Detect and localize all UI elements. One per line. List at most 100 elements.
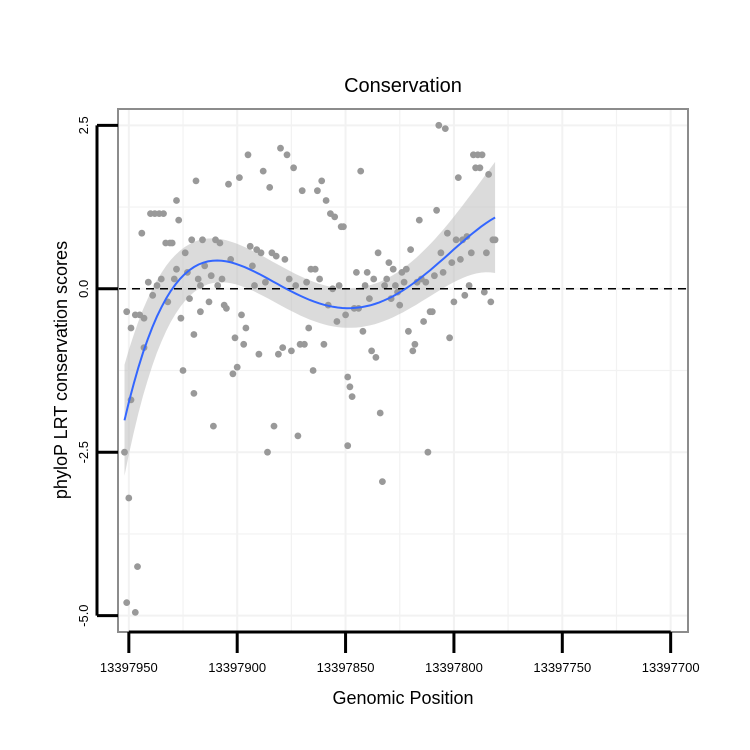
data-point xyxy=(303,278,310,286)
data-point xyxy=(318,177,326,185)
data-point xyxy=(179,367,187,374)
data-point xyxy=(301,340,308,348)
y-tick-label: 0.0 xyxy=(76,280,91,298)
data-point xyxy=(400,278,408,286)
data-point xyxy=(457,256,464,263)
data-point xyxy=(392,282,399,289)
data-point xyxy=(409,347,417,355)
data-point xyxy=(177,314,185,322)
data-point xyxy=(357,167,365,175)
data-point xyxy=(405,327,412,335)
data-point xyxy=(465,282,473,289)
data-point xyxy=(190,331,198,338)
data-point xyxy=(225,180,232,188)
data-point xyxy=(223,305,230,312)
data-point xyxy=(262,278,269,286)
data-point xyxy=(153,282,161,289)
data-point xyxy=(331,213,339,221)
data-point xyxy=(251,282,258,289)
x-tick-label: 13397750 xyxy=(533,660,591,675)
data-point xyxy=(422,278,430,286)
data-point xyxy=(335,282,343,289)
data-point xyxy=(264,448,271,456)
data-point xyxy=(478,151,486,159)
data-point xyxy=(294,432,302,440)
data-point xyxy=(144,278,152,286)
data-point xyxy=(476,164,484,172)
data-point xyxy=(188,236,196,244)
data-point xyxy=(168,239,176,247)
data-point xyxy=(238,311,245,319)
data-point xyxy=(131,609,139,616)
x-tick-label: 13397700 xyxy=(642,660,700,675)
data-point xyxy=(173,197,180,204)
data-point xyxy=(316,275,323,283)
data-point xyxy=(157,275,165,283)
data-point xyxy=(320,340,328,348)
data-point xyxy=(127,324,135,332)
data-point xyxy=(450,298,458,306)
data-point xyxy=(322,197,330,204)
data-point xyxy=(424,448,432,456)
data-point xyxy=(288,347,295,355)
x-axis-title: Genomic Position xyxy=(332,688,473,708)
data-point xyxy=(344,373,352,381)
gridlines xyxy=(118,109,688,632)
data-point xyxy=(485,171,492,178)
data-point xyxy=(242,324,250,332)
data-point xyxy=(361,282,369,289)
data-point xyxy=(437,249,445,257)
data-point xyxy=(487,298,495,306)
data-point xyxy=(463,233,471,240)
data-point xyxy=(255,350,263,358)
chart-title: Conservation xyxy=(344,75,462,97)
data-point xyxy=(290,164,297,172)
data-point xyxy=(363,269,371,276)
data-point xyxy=(348,393,356,400)
y-tick-label: -5.0 xyxy=(76,604,91,626)
data-point xyxy=(309,367,317,374)
data-point xyxy=(446,334,453,342)
data-point xyxy=(439,269,447,276)
data-point xyxy=(415,216,423,224)
data-point xyxy=(428,308,436,316)
data-point xyxy=(402,265,410,273)
data-point xyxy=(311,265,319,273)
y-tick-label: 2.5 xyxy=(76,116,91,134)
data-point xyxy=(140,314,148,322)
data-point xyxy=(236,174,243,182)
y-axis-title: phyloP LRT conservation scores xyxy=(51,241,71,499)
data-point xyxy=(233,363,241,371)
data-point xyxy=(370,275,378,283)
x-tick-label: 13397850 xyxy=(317,660,375,675)
data-point xyxy=(201,262,209,270)
data-point xyxy=(123,308,131,316)
data-point xyxy=(340,223,347,231)
data-point xyxy=(305,324,313,332)
data-point xyxy=(281,256,289,263)
data-point xyxy=(275,350,282,358)
data-point xyxy=(374,249,382,257)
data-point xyxy=(173,265,180,273)
data-point xyxy=(344,442,352,450)
data-point xyxy=(431,272,438,280)
data-point xyxy=(272,252,280,260)
data-point xyxy=(240,340,248,348)
data-point xyxy=(181,249,189,257)
data-point xyxy=(396,301,404,309)
x-tick-label: 13397950 xyxy=(100,660,158,675)
data-point xyxy=(266,184,274,191)
data-point xyxy=(186,295,193,302)
data-point xyxy=(121,448,128,456)
data-point xyxy=(359,327,367,335)
data-point xyxy=(411,340,419,348)
data-point xyxy=(197,282,204,289)
data-point xyxy=(210,422,217,430)
data-point xyxy=(376,409,384,417)
data-point xyxy=(483,249,490,257)
data-point xyxy=(244,151,252,159)
data-point xyxy=(333,318,341,325)
smooth-trend-line xyxy=(123,216,496,421)
data-point xyxy=(298,187,306,195)
